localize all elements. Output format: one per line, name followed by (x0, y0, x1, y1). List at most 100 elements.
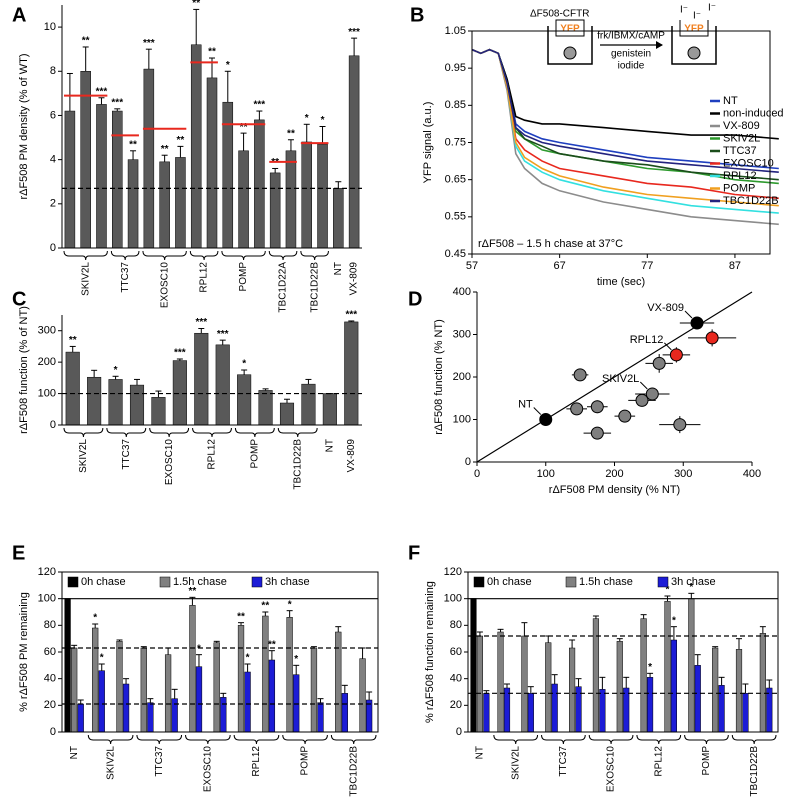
bar (646, 677, 654, 733)
y-tick-label: 8 (50, 65, 56, 77)
point (539, 413, 553, 426)
group-label: RPL12 (653, 746, 664, 777)
y-tick-label: 40 (44, 673, 56, 685)
legend-label: 3h chase (265, 576, 310, 588)
bar (194, 332, 209, 426)
bar (348, 55, 360, 249)
bar (521, 635, 528, 733)
point (590, 426, 604, 440)
significance: * (321, 115, 325, 126)
bar (759, 633, 766, 733)
y-tick-label: 20 (44, 699, 56, 711)
significance: * (226, 60, 230, 71)
legend-swatch (473, 576, 485, 588)
bar (80, 71, 91, 249)
x-tick-label: 77 (641, 260, 653, 272)
group-brace (493, 734, 539, 745)
significance: *** (96, 86, 108, 97)
bar (77, 703, 84, 733)
legend-label: NT (723, 95, 738, 107)
bar (92, 627, 99, 733)
significance: *** (217, 329, 229, 340)
group-label: RPL12 (199, 262, 210, 293)
bar (694, 665, 701, 733)
label-leader (684, 310, 693, 319)
bar (545, 642, 552, 733)
significance: * (672, 615, 676, 626)
ion-label: I⁻ (680, 5, 688, 16)
significance: *** (111, 97, 123, 108)
group-label: VX-809 (349, 262, 360, 296)
bar (143, 68, 155, 249)
y-tick-label: 0 (50, 726, 56, 738)
y-tick-label: 40 (450, 673, 462, 685)
significance: * (246, 653, 250, 664)
y-axis-label: % rΔF508 PM remaining (18, 592, 30, 712)
group-label: EXOSC10 (606, 746, 617, 793)
bar (301, 383, 316, 426)
y-tick-label: 60 (450, 646, 462, 658)
group-brace (63, 427, 104, 438)
y-tick-label: 0.55 (445, 211, 466, 223)
group-brace (189, 250, 219, 261)
y-tick-label: 0 (465, 456, 471, 468)
bar (623, 687, 630, 733)
bar (220, 697, 227, 733)
bar (237, 625, 245, 733)
y-tick-label: 80 (44, 619, 56, 631)
y-tick-label: 200 (38, 356, 56, 368)
schematic-label: ΔF508-CFTR (530, 9, 589, 20)
label-leader (533, 407, 542, 415)
y-tick-label: 400 (453, 286, 471, 298)
x-axis-label: rΔF508 PM density (% NT) (549, 484, 680, 496)
group-label: SKIV2L (105, 746, 116, 780)
x-tick-label: 300 (674, 468, 692, 480)
group-brace (106, 427, 147, 438)
bar (503, 687, 511, 733)
group-brace (221, 250, 266, 261)
significance: ** (240, 122, 248, 133)
bar (206, 77, 218, 249)
bar (237, 374, 252, 426)
bar (71, 647, 78, 733)
significance: * (305, 113, 309, 124)
x-tick-label: 0 (474, 468, 480, 480)
significance: * (93, 613, 97, 624)
group-label: POMP (238, 262, 249, 292)
identity-line (476, 291, 753, 463)
bar (159, 161, 170, 249)
bar (254, 119, 265, 249)
group-brace (541, 734, 586, 745)
group-label: TBC1D22B (749, 746, 760, 797)
y-tick-label: 300 (38, 325, 56, 337)
group-label: TBC1D22B (292, 439, 303, 490)
y-tick-label: 20 (450, 699, 462, 711)
bar (195, 666, 203, 733)
bar (341, 693, 348, 733)
bar (317, 143, 328, 249)
arrow-head (656, 41, 663, 49)
group-brace (234, 427, 275, 438)
group-label: EXOSC10 (202, 746, 213, 793)
significance: *** (195, 317, 207, 328)
significance: ** (192, 0, 200, 9)
y-tick-label: 0.95 (445, 62, 466, 74)
significance: ** (129, 139, 137, 150)
group-brace (63, 250, 108, 261)
y-axis-label: rΔF508 function (% NT) (433, 319, 445, 435)
point-label: NT (518, 398, 533, 410)
significance: *** (254, 100, 266, 111)
y-tick-label: 0.85 (445, 99, 466, 111)
assay-schematic: ΔF508-CFTR YFP frk/IBMX/cAMP genistein i… (530, 3, 717, 72)
treatment-label: genistein (611, 49, 651, 60)
bar (599, 689, 606, 733)
group-label: RPL12 (251, 746, 262, 777)
point-label: SKIV2L (602, 373, 639, 385)
legend-swatch (67, 576, 79, 588)
significance: ** (161, 144, 169, 155)
legend-label: POMP (723, 182, 755, 194)
legend-label: 0h chase (487, 576, 532, 588)
treatment-label: frk/IBMX/cAMP (597, 31, 665, 42)
panel-letter: E (12, 542, 25, 564)
y-axis-label: rΔF508 PM density (% of WT) (18, 53, 30, 199)
